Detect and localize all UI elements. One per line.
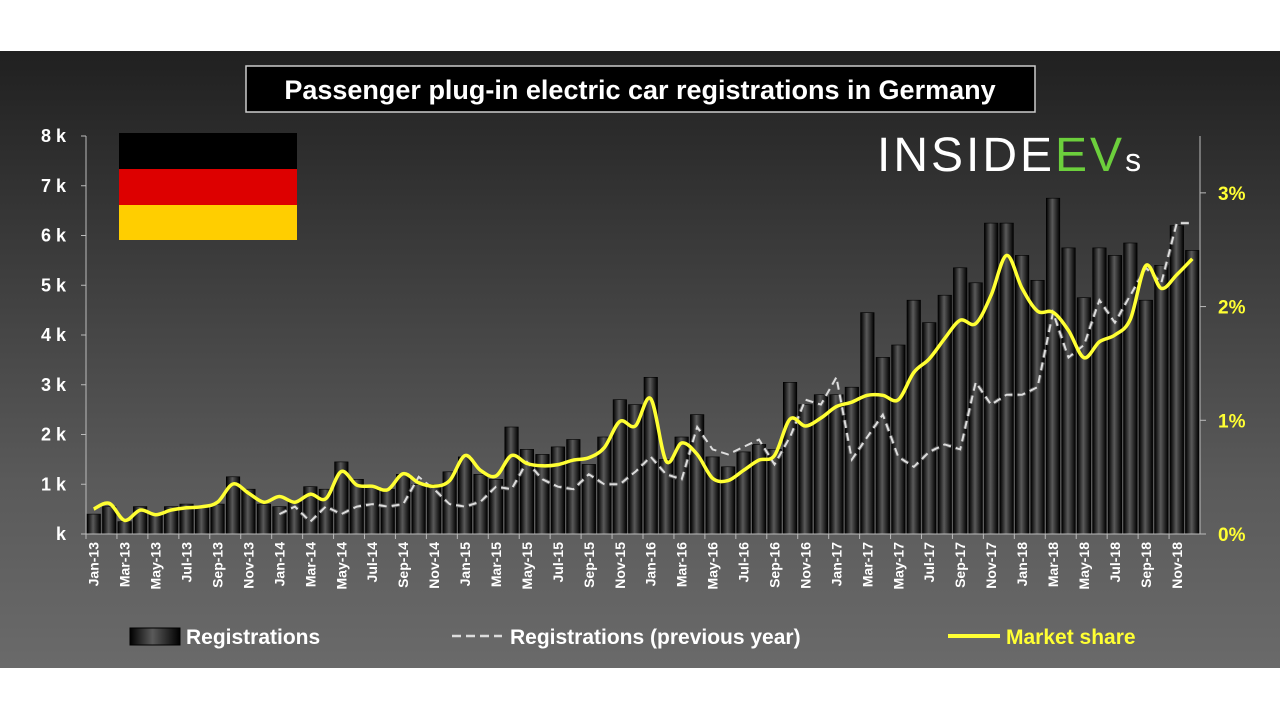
insideevs-logo: INSIDEEVs [877,129,1144,182]
x-tick-label: May-16 [705,542,721,590]
bar-Oct-14 [411,483,426,535]
x-tick-label: Jul-13 [179,542,195,583]
left-tick-label: k [56,524,67,544]
x-tick-label: Nov-18 [1169,542,1185,589]
bar-Oct-18 [1154,264,1169,535]
bar-Jan-17 [829,394,844,535]
legend-label-market-share: Market share [1006,626,1136,649]
x-tick-label: Mar-13 [117,542,133,587]
x-axis-ticks: Jan-13 Mar-13 May-13 Jul-13 Sep-13 Nov-13 Jan-… [85,534,1185,590]
left-tick-label: 6 k [41,226,67,246]
x-tick-label: Jan-17 [828,542,844,587]
x-tick-label: Nov-14 [426,542,442,589]
x-tick-label: Jul-15 [550,542,566,583]
bar-Dec-17 [999,222,1014,535]
x-tick-label: Jul-18 [1107,542,1123,583]
right-tick-label: 3% [1218,184,1246,205]
legend-label-previous-year: Registrations (previous year) [510,626,801,649]
bar-Apr-18 [1061,247,1076,535]
bar-Jun-18 [1092,247,1107,535]
bar-Aug-13 [195,506,210,535]
x-tick-label: Jan-18 [1014,542,1030,587]
bar-Mar-13 [117,521,132,535]
x-tick-label: Mar-16 [674,542,690,587]
title-box [245,65,1036,113]
x-tick-label: Sep-15 [581,542,597,588]
germany-flag-icon [119,133,297,240]
chart-title: Passenger plug-in electric car registrat… [284,75,995,105]
bar-Sep-13 [210,503,225,535]
bar-Jan-13 [86,513,101,535]
x-tick-label: Sep-14 [395,542,411,588]
right-axis-ticks: 0% 1% 2% 3% [1200,184,1246,546]
bar-Jun-17 [906,299,921,535]
bar-Jul-18 [1107,255,1122,535]
bar-Mar-17 [860,312,875,535]
x-tick-label: May-13 [148,542,164,590]
x-tick-label: Sep-18 [1138,542,1154,588]
bar-Nov-17 [984,222,999,535]
x-tick-label: May-17 [890,542,906,590]
x-tick-label: Jan-15 [457,542,473,587]
right-tick-label: 1% [1218,411,1246,432]
bar-Apr-16 [690,414,705,535]
left-tick-label: 2 k [41,425,67,445]
x-tick-label: Nov-16 [797,542,813,589]
bar-Sep-18 [1138,299,1153,535]
x-tick-label: Nov-13 [240,542,256,589]
x-tick-label: Sep-17 [952,542,968,588]
x-tick-label: May-15 [519,542,535,590]
x-tick-label: Sep-16 [767,542,783,588]
left-tick-label: 8 k [41,126,67,146]
bar-Dec-13 [256,503,272,535]
bar-May-18 [1076,297,1091,535]
x-tick-label: Mar-17 [859,542,875,587]
x-tick-label: Jan-13 [86,542,102,587]
x-tick-label: Jul-17 [921,542,937,583]
legend-swatch-registrations [129,627,181,646]
right-tick-label: 0% [1218,525,1246,546]
bar-Mar-18 [1046,197,1061,535]
left-tick-label: 7 k [41,176,67,196]
x-tick-label: Mar-14 [302,542,318,587]
bar-Dec-18 [1185,250,1200,535]
bar-Feb-18 [1030,279,1045,535]
right-tick-label: 2% [1218,298,1246,319]
x-tick-label: May-18 [1076,542,1092,590]
bar-Aug-14 [380,488,395,535]
x-tick-label: Nov-17 [983,542,999,589]
market-share-line [92,253,1194,523]
bar-May-13 [148,513,163,535]
bar-May-16 [705,456,720,535]
left-tick-label: 3 k [41,375,67,395]
x-tick-label: Mar-15 [488,542,504,587]
bar-Sep-17 [953,267,968,535]
x-tick-label: Jul-14 [364,542,380,583]
left-tick-label: 1 k [41,474,67,494]
x-tick-label: Sep-13 [210,542,226,588]
left-axis-ticks: k 1 k 2 k 3 k 4 k 5 k 6 k 7 k 8 k [41,126,86,544]
legend: Registrations Registrations (previous ye… [129,626,1136,649]
bar-Jul-16 [736,451,751,535]
x-tick-label: Jan-14 [271,542,287,587]
x-tick-label: Mar-18 [1045,542,1061,587]
bar-Jul-15 [550,446,566,535]
x-tick-label: May-14 [333,542,349,590]
bar-Jan-15 [457,456,473,535]
left-tick-label: 4 k [41,325,67,345]
legend-label-registrations: Registrations [186,626,320,649]
market-share-line-group [92,253,1194,523]
x-tick-label: Nov-15 [612,542,628,589]
bar-Oct-16 [782,381,798,535]
x-tick-label: Jul-16 [736,542,752,583]
bar-Jul-14 [365,486,380,535]
bar-Aug-18 [1123,242,1138,535]
x-tick-label: Jan-16 [643,542,659,587]
left-tick-label: 5 k [41,275,67,295]
bar-Apr-17 [875,357,890,535]
